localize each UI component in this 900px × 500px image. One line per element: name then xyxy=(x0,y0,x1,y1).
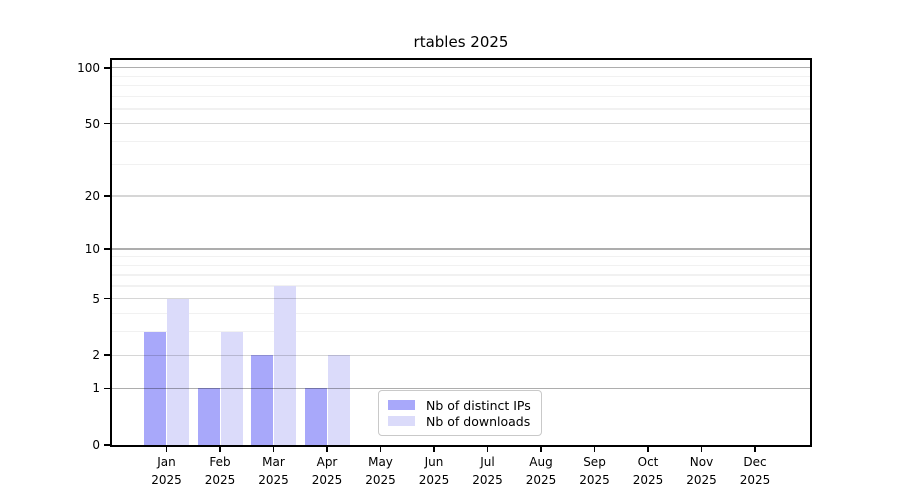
gridline-y-20 xyxy=(112,195,810,197)
gridline-minor-y-7 xyxy=(112,274,810,276)
x-tick-label-nov: Nov 2025 xyxy=(686,455,717,487)
bar-nb-of-distinct-ips-apr xyxy=(304,388,327,445)
plot-area: Nb of distinct IPs Nb of downloads xyxy=(110,58,812,447)
legend-label-downloads: Nb of downloads xyxy=(426,413,531,429)
y-tick-label-100: 100 xyxy=(77,60,100,75)
gridline-y-10 xyxy=(112,248,810,250)
gridline-minor-y-9 xyxy=(112,256,810,258)
gridline-y-1 xyxy=(112,387,810,389)
x-tick-mark-dec xyxy=(754,445,756,452)
x-tick-label-jul: Jul 2025 xyxy=(472,455,503,487)
y-tick-label-50: 50 xyxy=(84,116,100,131)
y-tick-mark-50 xyxy=(104,122,112,125)
x-tick-mark-aug xyxy=(540,445,542,452)
legend-swatch-downloads-icon xyxy=(388,416,415,426)
x-tick-mark-jan xyxy=(165,445,168,452)
x-tick-label-oct: Oct 2025 xyxy=(632,455,664,487)
x-tick-label-may: May 2025 xyxy=(365,455,396,487)
y-tick-mark-10 xyxy=(104,248,112,250)
x-tick-label-sep: Sep 2025 xyxy=(579,455,610,487)
gridline-minor-y-3 xyxy=(112,331,810,333)
y-tick-mark-20 xyxy=(104,195,112,197)
legend-swatch-distinct-ips-icon xyxy=(388,400,415,410)
bar-nb-of-distinct-ips-jan xyxy=(144,331,166,445)
x-tick-mark-mar xyxy=(272,445,275,452)
y-tick-label-10: 10 xyxy=(84,241,100,256)
x-tick-mark-jun xyxy=(433,445,435,452)
legend-label-distinct-ips: Nb of distinct IPs xyxy=(426,397,531,413)
x-tick-label-aug: Aug 2025 xyxy=(525,455,557,487)
gridline-y-5 xyxy=(112,297,810,300)
gridline-y-50 xyxy=(112,122,810,125)
legend-item-downloads: Nb of downloads xyxy=(388,413,532,429)
x-tick-mark-may xyxy=(379,445,382,452)
x-tick-label-mar: Mar 2025 xyxy=(258,455,289,487)
bar-nb-of-downloads-feb xyxy=(220,331,243,445)
gridline-minor-y-70 xyxy=(112,95,810,98)
bar-nb-of-distinct-ips-mar xyxy=(251,355,273,445)
gridline-minor-y-4 xyxy=(112,312,810,315)
bar-nb-of-downloads-apr xyxy=(327,355,350,445)
legend-box: Nb of distinct IPs Nb of downloads xyxy=(378,390,542,436)
x-tick-label-jan: Jan 2025 xyxy=(151,455,182,487)
x-tick-mark-nov xyxy=(700,445,703,452)
y-tick-mark-2 xyxy=(104,354,112,356)
bar-nb-of-downloads-jan xyxy=(167,298,189,445)
gridline-minor-y-30 xyxy=(112,163,810,165)
x-tick-mark-oct xyxy=(647,445,649,452)
x-tick-mark-apr xyxy=(326,445,328,452)
x-tick-label-feb: Feb 2025 xyxy=(204,455,236,487)
x-tick-mark-feb xyxy=(219,445,221,452)
gridline-minor-y-90 xyxy=(112,75,810,77)
gridline-minor-y-60 xyxy=(112,108,810,110)
x-tick-mark-jul xyxy=(486,445,489,452)
x-tick-mark-sep xyxy=(593,445,596,452)
y-tick-label-2: 2 xyxy=(92,348,100,363)
gridline-minor-y-40 xyxy=(112,140,810,143)
chart-title: rtables 2025 xyxy=(413,33,509,51)
y-tick-mark-5 xyxy=(104,297,112,300)
gridline-minor-y-80 xyxy=(112,85,810,87)
y-tick-label-20: 20 xyxy=(84,189,100,204)
y-tick-label-1: 1 xyxy=(92,381,100,396)
y-tick-mark-0 xyxy=(104,444,112,446)
y-tick-mark-100 xyxy=(104,66,112,69)
y-tick-label-0: 0 xyxy=(92,438,100,452)
bar-nb-of-downloads-mar xyxy=(274,285,296,445)
gridline-minor-y-6 xyxy=(112,285,810,287)
gridline-y-2 xyxy=(112,354,810,356)
legend-item-distinct-ips: Nb of distinct IPs xyxy=(388,397,532,413)
bar-nb-of-distinct-ips-feb xyxy=(197,388,220,445)
x-tick-label-apr: Apr 2025 xyxy=(311,455,343,487)
gridline-y-100 xyxy=(112,67,810,69)
y-tick-label-5: 5 xyxy=(92,291,100,306)
x-tick-label-jun: Jun 2025 xyxy=(418,455,450,487)
gridline-minor-y-8 xyxy=(112,264,810,267)
y-tick-mark-1 xyxy=(104,387,112,390)
x-tick-label-dec: Dec 2025 xyxy=(739,455,771,487)
